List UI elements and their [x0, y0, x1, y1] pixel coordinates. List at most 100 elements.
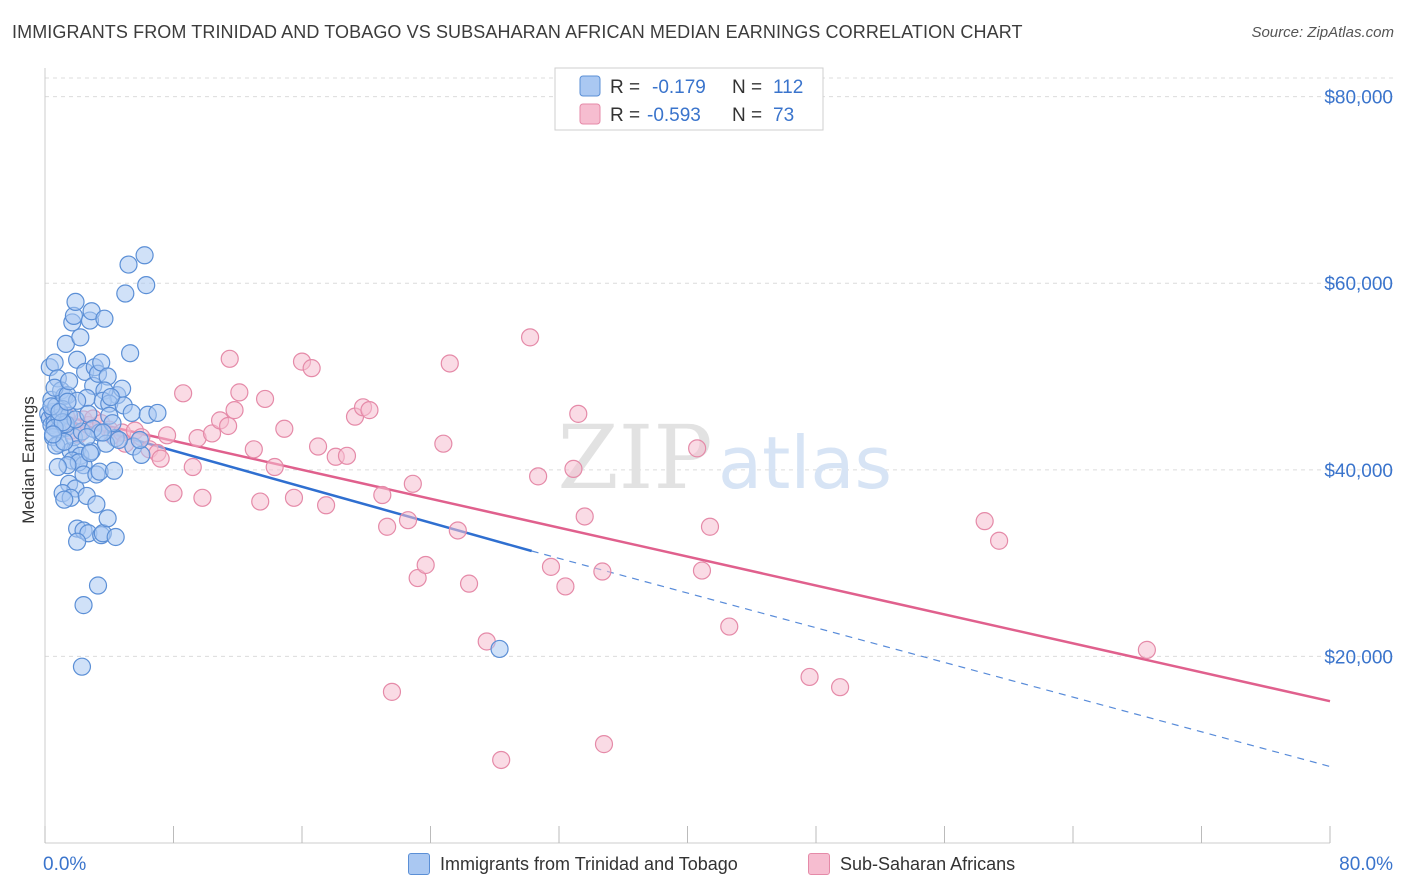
trend-line-sub-saharan [44, 410, 1331, 703]
y-axis-label: Median Earnings [19, 396, 38, 524]
x-tick-label-max: 80.0% [1339, 854, 1393, 875]
y-tick-label: $20,000 [1324, 647, 1393, 668]
point-sub-saharan [541, 557, 561, 576]
y-tick-label: $40,000 [1324, 461, 1393, 482]
point-sub-saharan [564, 459, 583, 478]
point-sub-saharan [520, 328, 540, 347]
point-trinidad [71, 328, 90, 347]
point-sub-saharan [373, 485, 392, 505]
legend-item-sub-saharan: Sub-Saharan Africans [808, 850, 1015, 878]
point-sub-saharan [403, 474, 422, 493]
point-trinidad [43, 425, 63, 444]
point-trinidad [132, 445, 151, 465]
point-trinidad [121, 344, 140, 363]
point-sub-saharan [556, 577, 575, 596]
tick-labels: $20,000 $40,000 $60,000 $80,000 0.0% 80.0% [43, 88, 1393, 875]
point-sub-saharan [255, 389, 275, 409]
x-tick-label-min: 0.0% [43, 854, 86, 875]
point-sub-saharan [151, 449, 170, 468]
legend-n-value-2: 73 [773, 105, 794, 126]
point-sub-saharan [302, 359, 321, 378]
point-trinidad [116, 284, 135, 303]
point-sub-saharan [1137, 640, 1156, 659]
point-sub-saharan [688, 439, 707, 458]
point-trinidad [45, 353, 64, 372]
point-trinidad [72, 657, 92, 676]
point-trinidad [68, 532, 87, 551]
point-sub-saharan [230, 383, 249, 402]
legend-label-sub-saharan: Sub-Saharan Africans [840, 853, 1016, 874]
point-sub-saharan [164, 484, 183, 503]
point-sub-saharan [830, 678, 850, 697]
point-trinidad [130, 430, 149, 450]
point-trinidad [122, 403, 141, 423]
point-sub-saharan [575, 507, 594, 526]
point-trinidad [87, 495, 106, 514]
legend-r-label-1: R = [610, 77, 640, 98]
watermark-atlas: atlas [718, 421, 892, 505]
point-sub-saharan [275, 419, 294, 438]
point-trinidad [80, 443, 100, 463]
point-trinidad [93, 423, 112, 442]
point-sub-saharan [316, 496, 336, 515]
point-sub-saharan [360, 401, 379, 420]
point-sub-saharan [244, 440, 263, 459]
point-sub-saharan [593, 562, 612, 581]
point-trinidad [109, 430, 128, 450]
point-trinidad [137, 276, 156, 295]
legend-top: R = -0.179 N = 112 R = -0.593 N = 73 [554, 67, 824, 131]
point-sub-saharan [975, 512, 994, 531]
y-tick-label: $80,000 [1324, 88, 1393, 109]
point-sub-saharan [408, 568, 427, 588]
point-sub-saharan [284, 488, 304, 507]
watermark: ZIP atlas [557, 406, 892, 509]
point-sub-saharan [569, 404, 588, 423]
point-trinidad [77, 428, 96, 447]
point-sub-saharan [594, 735, 614, 754]
legend-n-label-2: N = [732, 105, 762, 126]
point-sub-saharan [434, 434, 453, 453]
point-sub-saharan [440, 354, 459, 373]
point-trinidad [66, 292, 85, 312]
point-sub-saharan [225, 401, 244, 420]
point-sub-saharan [337, 446, 357, 465]
legend-n-value-1: 112 [773, 77, 803, 98]
point-trinidad [98, 509, 117, 528]
point-sub-saharan [529, 467, 548, 486]
point-sub-saharan [416, 555, 435, 575]
point-sub-saharan [251, 492, 270, 511]
point-trinidad [95, 309, 114, 328]
point-trinidad [135, 246, 154, 265]
point-sub-saharan [219, 416, 238, 436]
point-trinidad [58, 392, 77, 411]
point-sub-saharan [193, 488, 212, 507]
legend-n-label-1: N = [732, 77, 762, 98]
point-sub-saharan [220, 349, 239, 368]
point-trinidad [490, 639, 509, 659]
point-sub-saharan [720, 617, 739, 636]
watermark-zip: ZIP [557, 406, 712, 509]
point-trinidad [148, 403, 167, 423]
point-sub-saharan [700, 517, 720, 536]
points-immigrants-trinidad-tobago [39, 246, 509, 676]
legend-swatch-pink [579, 103, 601, 125]
point-sub-saharan [459, 574, 479, 593]
point-sub-saharan [382, 682, 402, 701]
point-sub-saharan [265, 457, 284, 477]
legend-swatch-trinidad [408, 853, 430, 875]
point-trinidad [59, 372, 79, 391]
point-trinidad [101, 387, 120, 407]
legend-swatch-blue [579, 75, 601, 97]
point-trinidad [106, 527, 125, 547]
point-sub-saharan [308, 437, 328, 456]
chart-title: IMMIGRANTS FROM TRINIDAD AND TOBAGO VS S… [12, 22, 1023, 42]
point-trinidad [88, 576, 108, 595]
points-sub-saharan-africans [43, 328, 1156, 770]
point-trinidad [55, 490, 74, 509]
point-sub-saharan [183, 457, 202, 477]
point-sub-saharan [157, 426, 177, 445]
legend-r-value-2: -0.593 [647, 105, 701, 126]
point-trinidad [74, 596, 93, 615]
point-sub-saharan [692, 561, 712, 580]
